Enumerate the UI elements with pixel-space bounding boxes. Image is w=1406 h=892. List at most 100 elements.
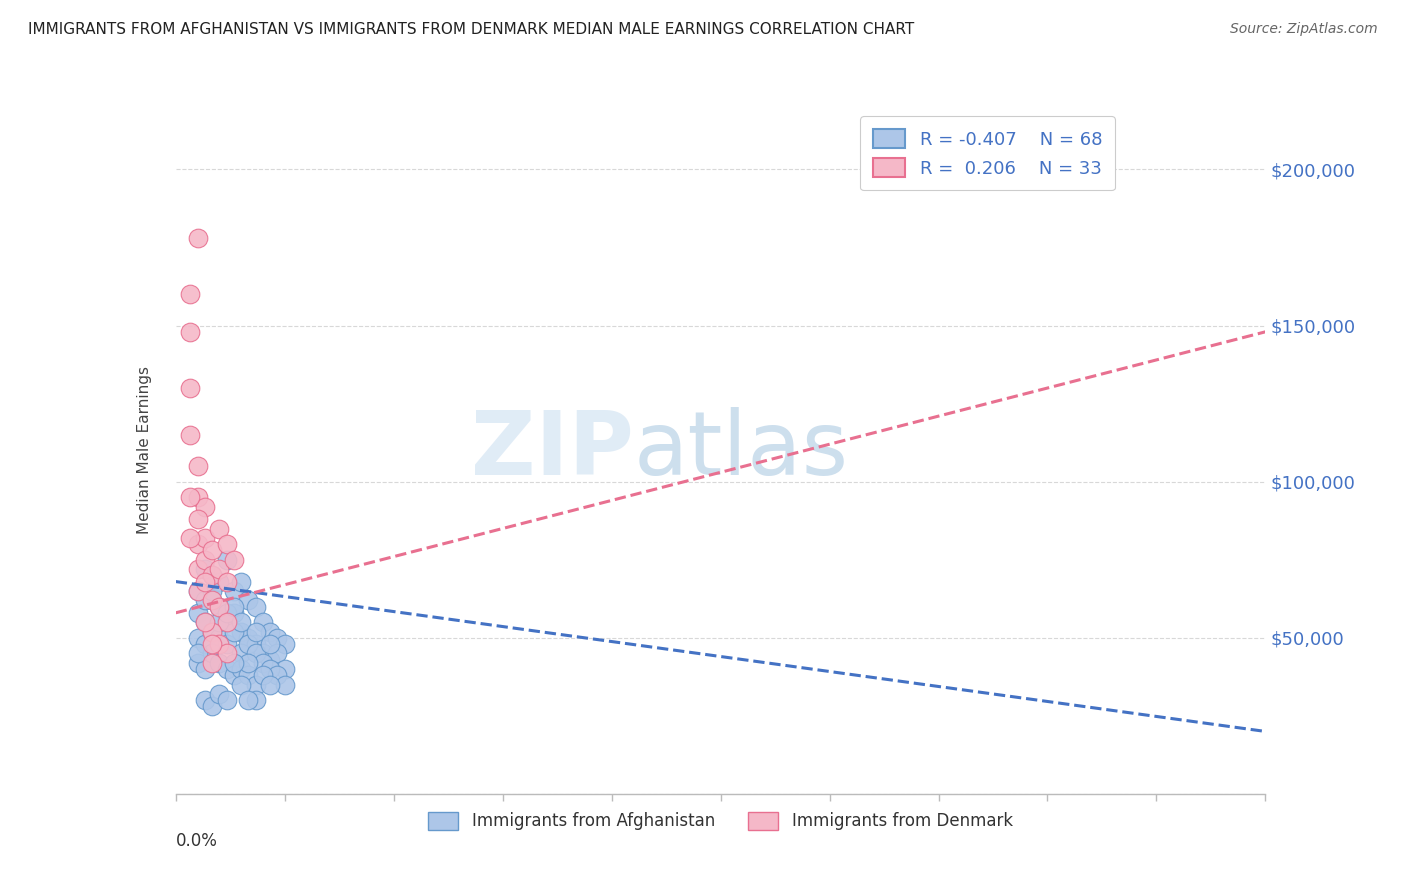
Point [245,678,267,692]
Point [245,646,267,660]
Text: atlas: atlas [633,407,849,494]
Point [215,606,238,620]
Point [231,662,253,676]
Point [231,678,253,692]
Y-axis label: Median Male Earnings: Median Male Earnings [138,367,152,534]
Point [222,552,245,567]
Point [194,552,217,567]
Point [252,656,274,670]
Point [208,574,231,589]
Point [179,325,201,339]
Text: Source: ZipAtlas.com: Source: ZipAtlas.com [1230,22,1378,37]
Point [245,693,267,707]
Point [186,583,209,598]
Point [186,537,209,551]
Point [245,624,267,639]
Point [238,637,260,651]
Point [194,593,217,607]
Point [194,615,217,630]
Point [186,562,209,576]
Point [179,287,201,301]
Point [186,606,209,620]
Point [201,543,224,558]
Point [208,562,231,576]
Point [266,668,288,682]
Point [245,637,267,651]
Point [231,615,253,630]
Point [238,593,260,607]
Point [208,599,231,614]
Point [266,646,288,660]
Point [194,574,217,589]
Point [274,678,297,692]
Point [208,599,231,614]
Point [186,490,209,504]
Text: 0.0%: 0.0% [176,831,218,850]
Point [194,500,217,514]
Point [208,637,231,651]
Point [186,646,209,660]
Point [215,662,238,676]
Point [201,699,224,714]
Point [208,631,231,645]
Point [222,656,245,670]
Point [179,490,201,504]
Point [215,537,238,551]
Point [222,583,245,598]
Point [252,646,274,660]
Point [238,668,260,682]
Point [179,427,201,442]
Point [259,624,281,639]
Point [259,662,281,676]
Point [231,574,253,589]
Point [215,646,238,660]
Point [274,637,297,651]
Point [194,615,217,630]
Point [231,646,253,660]
Point [222,599,245,614]
Point [201,656,224,670]
Point [186,231,209,245]
Point [201,624,224,639]
Point [208,687,231,701]
Legend: Immigrants from Afghanistan, Immigrants from Denmark: Immigrants from Afghanistan, Immigrants … [422,805,1019,837]
Point [201,624,224,639]
Point [238,693,260,707]
Point [274,662,297,676]
Point [259,678,281,692]
Point [215,615,238,630]
Point [194,562,217,576]
Point [238,631,260,645]
Point [201,593,224,607]
Point [245,599,267,614]
Point [194,531,217,545]
Point [222,624,245,639]
Point [186,631,209,645]
Point [215,637,238,651]
Point [259,637,281,651]
Point [194,693,217,707]
Point [194,637,217,651]
Point [215,693,238,707]
Point [186,583,209,598]
Text: ZIP: ZIP [471,407,633,494]
Point [215,552,238,567]
Point [186,458,209,473]
Point [208,656,231,670]
Point [208,615,231,630]
Point [179,531,201,545]
Point [201,568,224,582]
Point [194,662,217,676]
Point [201,637,224,651]
Point [238,656,260,670]
Point [186,512,209,526]
Point [259,653,281,667]
Point [222,606,245,620]
Point [222,668,245,682]
Point [201,568,224,582]
Point [266,631,288,645]
Point [201,583,224,598]
Point [252,615,274,630]
Point [201,593,224,607]
Point [186,656,209,670]
